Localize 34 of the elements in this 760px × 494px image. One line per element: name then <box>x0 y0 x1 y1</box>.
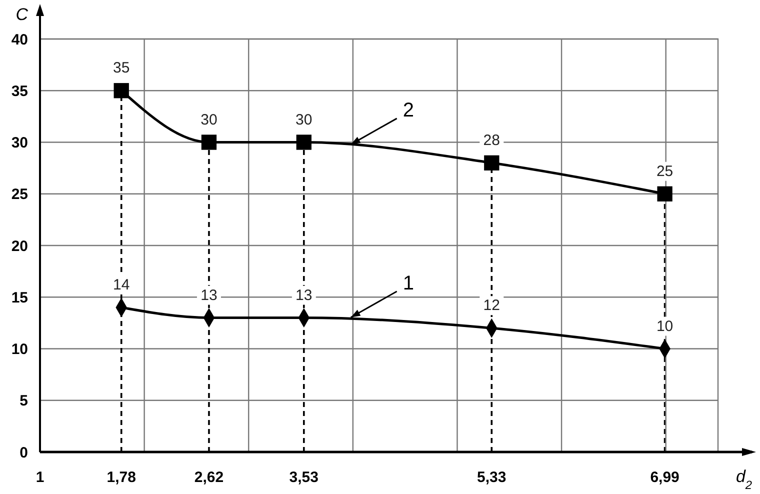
data-label: 30 <box>296 111 312 128</box>
point <box>484 155 500 170</box>
series-label: 2 <box>402 99 414 122</box>
y-tick-label: 0 <box>20 444 28 462</box>
data-label: 28 <box>483 132 500 149</box>
x-tick-label: 5,33 <box>477 469 506 486</box>
y-tick-label: 25 <box>11 186 28 204</box>
y-tick-label: 30 <box>11 134 28 152</box>
x-tick-label: 3,53 <box>289 469 318 486</box>
x-tick-label: 1,78 <box>106 469 136 486</box>
x-axis-title: d$_{2}$ <box>736 467 752 492</box>
y-tick-label: 5 <box>20 392 28 410</box>
data-label: 14 <box>113 276 130 294</box>
data-label: 35 <box>113 60 130 77</box>
y-tick-label: 40 <box>11 31 28 48</box>
data-label: 12 <box>483 297 500 314</box>
y-tick-label: 20 <box>11 238 28 255</box>
data-label: 25 <box>656 162 674 180</box>
y-tick-label: 15 <box>11 289 28 306</box>
data-label: 13 <box>200 286 218 304</box>
point <box>114 83 129 98</box>
point <box>201 134 217 150</box>
data-label: 30 <box>200 111 218 128</box>
y-tick-label: 35 <box>11 82 28 100</box>
x-tick-label: 6,99 <box>650 469 680 486</box>
y-tick-label: 10 <box>11 341 28 358</box>
x-tick-label: 1 <box>36 469 44 486</box>
data-label: 10 <box>656 318 674 335</box>
data-label: 13 <box>296 286 312 304</box>
x-tick-label: 2,62 <box>194 469 224 486</box>
point <box>657 186 672 202</box>
y-axis-title: C <box>16 5 29 24</box>
point <box>296 134 312 150</box>
series-label: 1 <box>402 272 414 294</box>
